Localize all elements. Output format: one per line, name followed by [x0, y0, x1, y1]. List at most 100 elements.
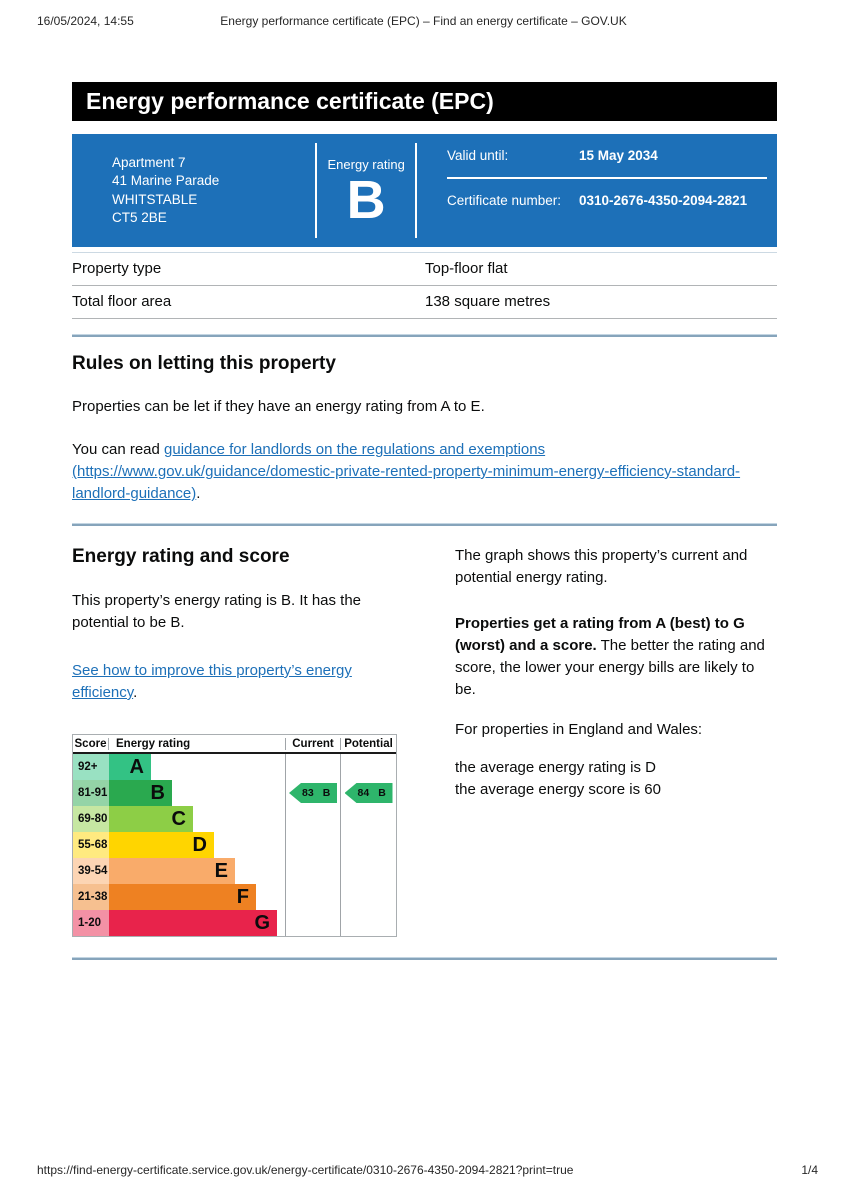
improve-link-paragraph: See how to improve this property’s energ… — [72, 660, 397, 704]
divider — [415, 143, 417, 238]
landlord-guidance-link[interactable]: guidance for landlords on the regulation… — [72, 441, 741, 502]
chart-band-bar: D — [109, 832, 214, 858]
print-page-title: Energy performance certificate (EPC) – F… — [220, 14, 627, 28]
rules-heading: Rules on letting this property — [72, 353, 336, 374]
chart-band-bar: F — [109, 884, 256, 910]
chart-band-letter: D — [192, 833, 207, 856]
section-divider — [72, 957, 777, 960]
current-arrow-score: 83 — [302, 787, 314, 799]
current-arrow-band: B — [322, 787, 331, 799]
property-address: Apartment 7 41 Marine Parade WHITSTABLE … — [72, 134, 315, 247]
energy-rating-chart: Score Energy rating Current Potential 92+ A 81… — [72, 734, 397, 937]
potential-arrow-band: B — [378, 787, 386, 799]
chart-band-bar: G — [109, 910, 277, 936]
row-value: 138 square metres — [425, 293, 551, 310]
chart-score-range: 21-38 — [73, 884, 109, 910]
chart-band-letter: C — [171, 807, 186, 830]
page-title: Energy performance certificate (EPC) — [86, 88, 494, 114]
chart-band-row: 69-80 C — [73, 806, 396, 832]
chart-current-cell — [285, 858, 340, 884]
chart-potential-cell — [340, 910, 396, 936]
browser-print-header: 16/05/2024, 14:55 Energy performance cer… — [0, 14, 847, 28]
chart-potential-cell — [340, 832, 396, 858]
chart-band-bar: C — [109, 806, 193, 832]
average-score-line: the average energy score is 60 — [455, 781, 661, 798]
improve-efficiency-link[interactable]: See how to improve this property’s energ… — [72, 662, 352, 701]
print-page-indicator: 1/4 — [801, 1163, 818, 1177]
chart-band-row: 39-54 E — [73, 858, 396, 884]
row-label: Property type — [72, 260, 162, 277]
chart-bar-cell: D — [109, 832, 285, 858]
print-url: https://find-energy-certificate.service.… — [37, 1163, 574, 1177]
chart-score-range: 69-80 — [73, 806, 109, 832]
section-divider — [72, 334, 777, 337]
chart-current-cell: 83 B — [285, 780, 340, 806]
average-rating-line: the average energy rating is D — [455, 759, 656, 776]
chart-potential-cell — [340, 858, 396, 884]
chart-potential-cell — [340, 754, 396, 780]
valid-until-row: Valid until: 15 May 2034 — [447, 147, 767, 164]
average-values: the average energy rating is D the avera… — [455, 757, 777, 801]
address-line: WHITSTABLE — [112, 191, 198, 207]
chart-bar-cell: C — [109, 806, 285, 832]
certificate-summary-box: Apartment 7 41 Marine Parade WHITSTABLE … — [72, 134, 777, 247]
address-line: Apartment 7 — [112, 154, 186, 170]
energy-rating-block: Energy rating B — [317, 134, 415, 247]
chart-header-rating: Energy rating — [116, 737, 191, 750]
potential-arrow-score: 84 — [357, 787, 370, 799]
rating-explainer-rest: The better the rating and score, the low… — [455, 637, 765, 698]
chart-band-bar: E — [109, 858, 235, 884]
certificate-number-label: Certificate number: — [447, 193, 562, 208]
chart-band-row: 21-38 F — [73, 884, 396, 910]
england-wales-paragraph: For properties in England and Wales: — [455, 721, 703, 738]
rating-paragraph: This property’s energy rating is B. It h… — [72, 592, 362, 631]
chart-band-letter: G — [254, 911, 270, 934]
rating-heading: Energy rating and score — [72, 546, 290, 567]
current-arrow: 83 B — [289, 783, 337, 803]
row-label: Total floor area — [72, 293, 172, 310]
chart-current-cell — [285, 806, 340, 832]
address-line: CT5 2BE — [112, 210, 167, 225]
energy-rating-value: B — [346, 169, 386, 230]
epc-title-banner: Energy performance certificate (EPC) — [72, 82, 777, 121]
chart-band-row: 55-68 D — [73, 832, 396, 858]
chart-bar-cell: G — [109, 910, 285, 936]
property-details-table: Property type Top-floor flat Total floor… — [72, 252, 777, 319]
chart-header-row: Score Energy rating Current Potential — [73, 735, 396, 754]
chart-potential-cell — [340, 806, 396, 832]
link-suffix: . — [196, 485, 201, 502]
divider — [315, 143, 318, 238]
chart-bar-cell: E — [109, 858, 285, 884]
potential-arrow: 84 B — [344, 783, 393, 803]
chart-score-range: 39-54 — [73, 858, 109, 884]
chart-band-row: 1-20 G — [73, 910, 396, 936]
chart-band-letter: E — [214, 859, 228, 882]
rating-left-column: Energy rating and score This property’s … — [72, 526, 397, 937]
chart-current-cell — [285, 832, 340, 858]
certificate-number-row: Certificate number: 0310-2676-4350-2094-… — [447, 192, 767, 209]
chart-potential-cell: 84 B — [340, 780, 396, 806]
rating-right-column: The graph shows this property’s current … — [455, 526, 777, 937]
energy-rating-label: Energy rating — [327, 156, 405, 172]
print-datetime: 16/05/2024, 14:55 — [37, 14, 134, 28]
certificate-page: Energy performance certificate (EPC) Apa… — [72, 82, 777, 960]
divider — [447, 177, 767, 179]
rating-section: Energy rating and score This property’s … — [72, 526, 777, 937]
chart-current-cell — [285, 754, 340, 780]
address-line: 41 Marine Parade — [112, 173, 220, 188]
table-row: Total floor area 138 square metres — [72, 286, 777, 319]
chart-bar-cell: F — [109, 884, 285, 910]
row-value: Top-floor flat — [425, 260, 508, 277]
chart-score-range: 92+ — [73, 754, 109, 780]
chart-band-bar: A — [109, 754, 151, 780]
chart-band-letter: F — [236, 885, 249, 908]
rules-paragraph: Properties can be let if they have an en… — [72, 398, 485, 415]
valid-until-value: 15 May 2034 — [579, 148, 658, 163]
chart-band-bar: B — [109, 780, 172, 806]
certificate-meta: Valid until: 15 May 2034 Certificate num… — [417, 134, 777, 247]
link-suffix: . — [133, 684, 138, 701]
chart-bar-cell: B — [109, 780, 285, 806]
rating-explainer-paragraph: Properties get a rating from A (best) to… — [455, 613, 777, 701]
rules-link-paragraph: You can read guidance for landlords on t… — [72, 439, 777, 505]
link-prefix: You can read — [72, 441, 165, 458]
